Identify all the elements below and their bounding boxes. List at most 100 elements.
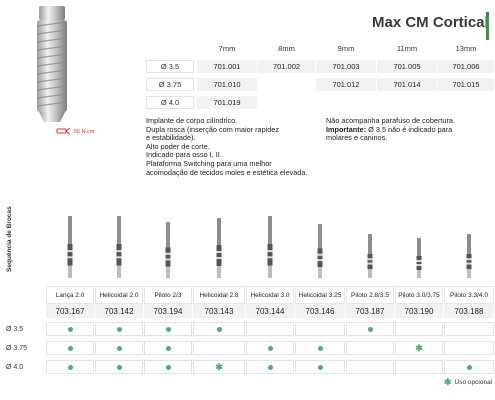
size-header: 8mm [258, 42, 315, 55]
diameter-label: Ø 4.0 [146, 96, 194, 109]
product-note: Não acompanha parafuso de cobertura. Imp… [326, 116, 455, 143]
drill-code: 703.188 [444, 304, 494, 318]
usage-cell [193, 322, 245, 336]
required-dot-icon [116, 364, 122, 370]
description-line: acomodação de tecidos moles e estética e… [146, 167, 308, 177]
drill-icon [416, 238, 422, 278]
usage-row-label: Ø 3.5 [6, 326, 24, 333]
required-dot-icon [267, 364, 273, 370]
optional-star-icon: ✱ [415, 342, 423, 353]
product-code: 701.012 [316, 78, 376, 91]
diameter-label: Ø 3.75 [146, 78, 194, 91]
drill-name: Helicoidal 3.0 [246, 286, 294, 304]
product-code: 701.015 [438, 78, 494, 91]
drill-code: 703.143 [193, 304, 245, 318]
implant-image [36, 6, 68, 122]
usage-cell [144, 360, 192, 374]
usage-cell [346, 322, 394, 336]
legend: ✱ Uso opcional [444, 378, 492, 387]
torque-label: 55 N.cm [74, 129, 95, 135]
usage-cell [95, 322, 143, 336]
description-line: e estabilidade). [146, 133, 196, 143]
required-dot-icon [317, 364, 323, 370]
product-description: Implante de corpo cilíndrico. Dupla rosc… [146, 116, 308, 177]
product-code: 701.003 [316, 60, 376, 73]
drill-name: Piloto 3.0/3.75 [395, 286, 443, 304]
usage-cell [46, 341, 94, 355]
optional-star-icon: ✱ [444, 377, 452, 387]
product-code: 701.010 [197, 78, 257, 91]
required-dot-icon [267, 345, 273, 351]
drill-name: Piloto 3.3/4.0 [444, 286, 494, 304]
note-line: Não acompanha parafuso de cobertura. [326, 116, 455, 125]
required-dot-icon [165, 345, 171, 351]
usage-cell [193, 341, 245, 355]
drill-icon [367, 234, 373, 278]
size-header: 7mm [197, 42, 257, 55]
required-dot-icon [116, 326, 122, 332]
drill-code: 703.187 [346, 304, 394, 318]
drill-code: 703.146 [295, 304, 345, 318]
drill-sequence-label: Sequência de Brocas [6, 206, 13, 272]
required-dot-icon [67, 326, 73, 332]
usage-cell [246, 341, 294, 355]
usage-cell [295, 322, 345, 336]
optional-star-icon: ✱ [215, 361, 223, 372]
drill-icon [216, 218, 222, 278]
drill-icon [466, 234, 472, 278]
drill-icon [116, 216, 122, 278]
usage-cell [46, 360, 94, 374]
drill-icon [317, 224, 323, 278]
required-dot-icon [317, 345, 323, 351]
required-dot-icon [367, 326, 373, 332]
drill-icon [67, 216, 73, 278]
product-code: 701.006 [438, 60, 494, 73]
description-line: Alto poder de corte. [146, 141, 210, 151]
usage-cell [395, 322, 443, 336]
important-text: Ø 3.5 não é indicado para [366, 124, 453, 134]
drill-name: Helicoidal 3.25 [295, 286, 345, 304]
size-header: 13mm [438, 42, 494, 55]
drill-code: 703.194 [144, 304, 192, 318]
description-line: Plataforma Switching para uma melhor [146, 158, 272, 168]
usage-cell [295, 360, 345, 374]
product-code: 701.005 [377, 60, 437, 73]
diameter-label: Ø 3.5 [146, 60, 194, 73]
drill-icon [267, 216, 273, 278]
required-dot-icon [466, 364, 472, 370]
empty-cell [258, 78, 315, 91]
note-line: molares e caninos. [326, 133, 388, 143]
required-dot-icon [116, 345, 122, 351]
drill-code: 703.142 [95, 304, 143, 318]
required-dot-icon [165, 326, 171, 332]
usage-cell [95, 341, 143, 355]
usage-cell [95, 360, 143, 374]
size-header: 9mm [316, 42, 376, 55]
drill-name: Piloto 2.8/3.5 [346, 286, 394, 304]
description-line: Implante de corpo cilíndrico. [146, 116, 238, 125]
drill-name: Lança 2.0 [46, 286, 94, 304]
title-accent-bar [486, 12, 489, 40]
usage-cell [444, 341, 494, 355]
drill-name: Helicoidal 2.8 [193, 286, 245, 304]
usage-cell [395, 360, 443, 374]
torque-wrench-icon [56, 127, 71, 135]
product-code: 701.019 [197, 96, 257, 109]
usage-cell: ✱ [193, 360, 245, 374]
description-line: Indicado para osso I, II. [146, 150, 222, 160]
product-code: 701.001 [197, 60, 257, 73]
description-line: Dupla rosca (inserção com maior rapidez [146, 124, 280, 134]
usage-cell [144, 322, 192, 336]
legend-label: Uso opcional [454, 379, 493, 386]
product-code: 701.002 [258, 60, 315, 73]
important-label: Importante: [326, 124, 367, 134]
size-header: 11mm [377, 42, 437, 55]
required-dot-icon [67, 364, 73, 370]
usage-cell [246, 360, 294, 374]
note-important: Importante: Ø 3.5 não é indicado para [326, 124, 455, 135]
usage-cell [46, 322, 94, 336]
usage-cell [144, 341, 192, 355]
usage-row-label: Ø 4.0 [6, 364, 24, 371]
drill-code: 703.144 [246, 304, 294, 318]
drill-code: 703.190 [395, 304, 443, 318]
